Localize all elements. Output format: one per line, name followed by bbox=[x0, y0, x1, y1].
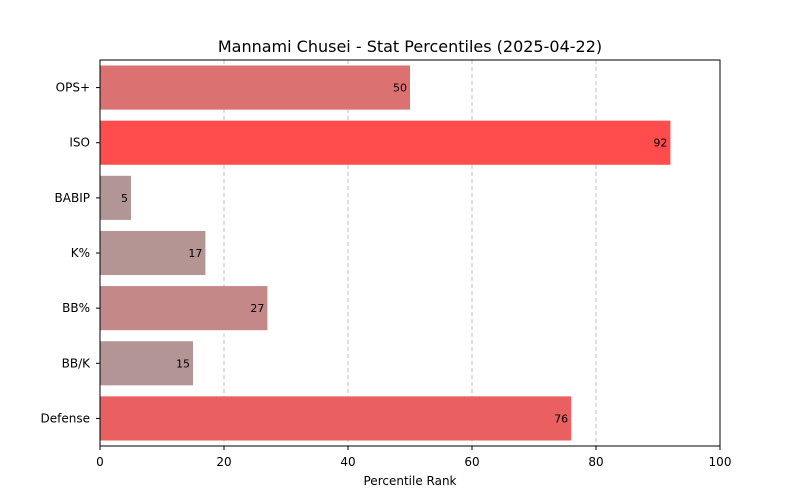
x-tick-label: 60 bbox=[464, 455, 479, 469]
x-tick-label: 100 bbox=[709, 455, 732, 469]
bar-value-label: 17 bbox=[188, 247, 202, 260]
grid-lines bbox=[223, 60, 597, 446]
bar-value-label: 15 bbox=[176, 357, 190, 370]
bars: 50 92 5 17 27 15 76 bbox=[100, 65, 671, 441]
bar-value-label: 76 bbox=[554, 412, 568, 425]
y-tick-label: BB% bbox=[62, 301, 90, 315]
y-tick-label: BB/K bbox=[62, 356, 92, 370]
bar-value-label: 5 bbox=[121, 192, 128, 205]
bar-OPS+ bbox=[100, 65, 410, 110]
y-tick-label: BABIP bbox=[55, 191, 90, 205]
chart-title: Mannami Chusei - Stat Percentiles (2025-… bbox=[218, 37, 602, 56]
x-tick-label: 0 bbox=[96, 455, 104, 469]
y-tick-label: ISO bbox=[69, 136, 90, 150]
y-tick-label: Defense bbox=[41, 411, 90, 425]
bar-value-label: 92 bbox=[653, 137, 667, 150]
bar-Defense bbox=[100, 396, 572, 441]
bar-value-label: 27 bbox=[250, 302, 264, 315]
x-tick-label: 20 bbox=[216, 455, 231, 469]
bar-value-label: 50 bbox=[393, 82, 407, 95]
bar-BB/K bbox=[100, 341, 193, 386]
x-tick-label: 40 bbox=[340, 455, 355, 469]
bar-BB% bbox=[100, 286, 268, 331]
x-axis-label: Percentile Rank bbox=[364, 474, 457, 488]
bar-BABIP bbox=[100, 175, 131, 220]
x-ticks: 0 20 40 60 80 100 bbox=[96, 446, 731, 469]
y-tick-label: K% bbox=[71, 246, 90, 260]
bar-K% bbox=[100, 230, 206, 276]
plot-frame bbox=[99, 59, 721, 447]
y-tick-labels: OPS+ ISO BABIP K% BB% BB/K Defense bbox=[41, 81, 100, 425]
y-tick-label: OPS+ bbox=[56, 81, 90, 95]
x-tick-label: 80 bbox=[588, 455, 603, 469]
bar-ISO bbox=[100, 120, 671, 165]
